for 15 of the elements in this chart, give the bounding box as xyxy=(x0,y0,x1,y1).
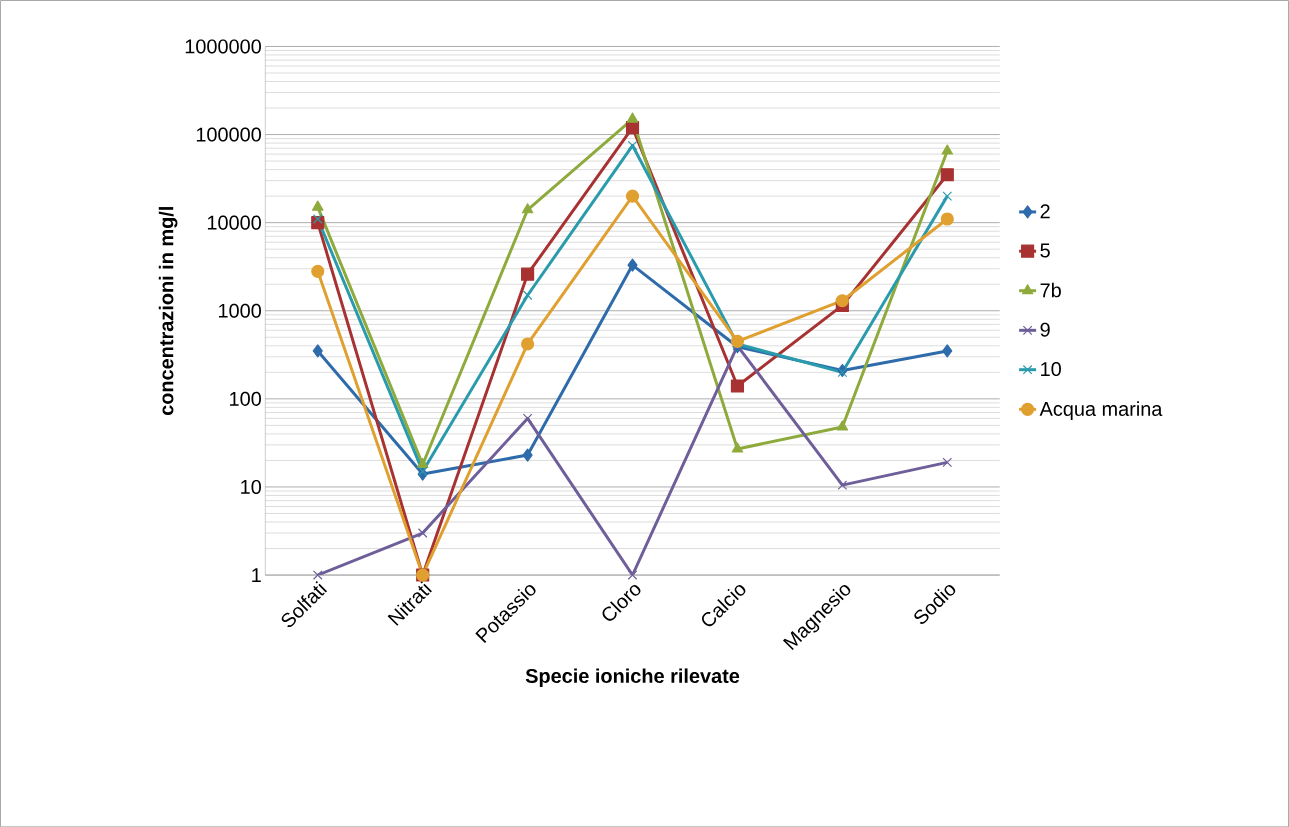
legend-label: Acqua marina xyxy=(1039,401,1163,420)
legend-label: 7b xyxy=(1040,282,1061,298)
legend-label: 2 xyxy=(1040,204,1050,218)
y-axis-title: concentrazioni in mg/l xyxy=(158,206,178,415)
y-tick-label: 10 xyxy=(241,479,261,494)
y-tick-label: 1000000 xyxy=(185,39,261,54)
y-tick-label: 100 xyxy=(230,391,261,406)
legend-label: 5 xyxy=(1040,243,1050,258)
y-tick-label: 10000 xyxy=(207,215,261,230)
y-tick-label: 100000 xyxy=(196,127,261,142)
y-tick-label: 1000 xyxy=(219,303,261,318)
x-axis-title: Specie ioniche rilevate xyxy=(525,668,740,687)
legend-label: 9 xyxy=(1040,322,1050,337)
y-tick-label: 1 xyxy=(252,568,261,582)
legend-label: 10 xyxy=(1041,361,1061,376)
